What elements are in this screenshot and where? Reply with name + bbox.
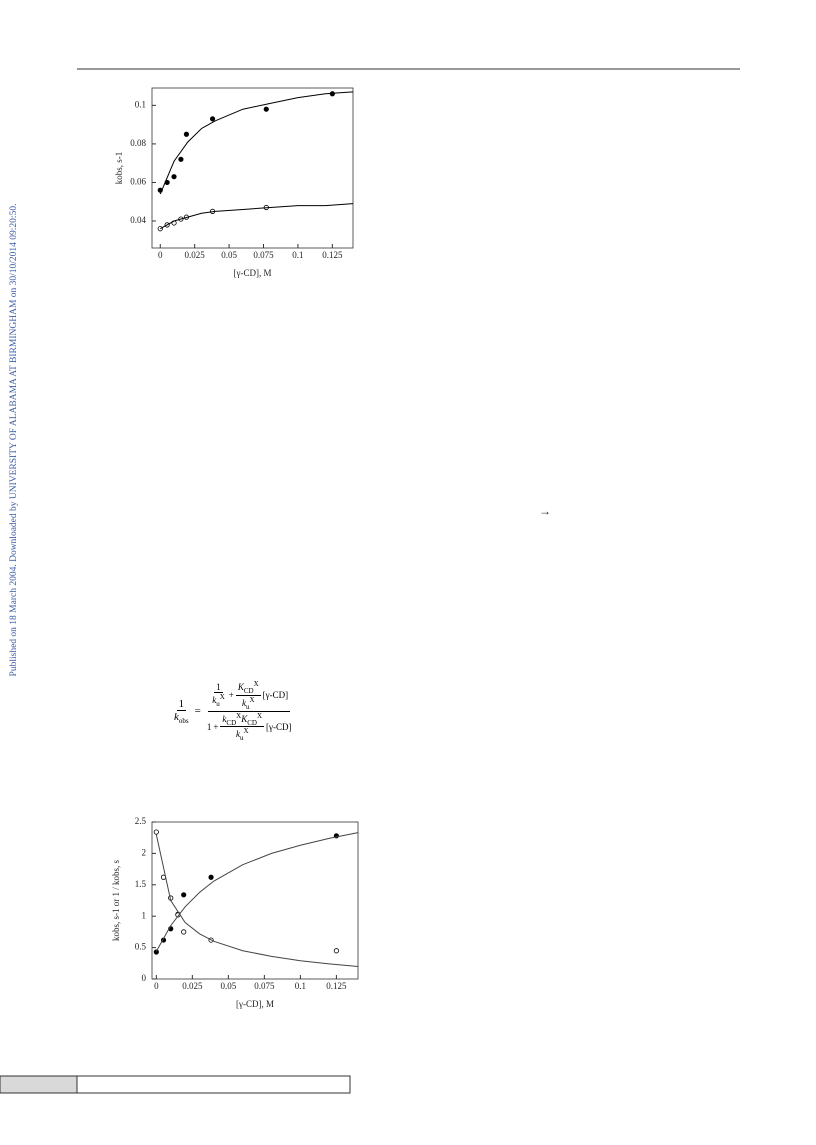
y-tick-label: 0.5 <box>135 942 147 952</box>
data-point <box>181 892 187 898</box>
rhs-num: 1 kuX + KCDX kuX [γ-CD] <box>208 680 291 712</box>
fit-curve <box>155 834 359 967</box>
data-point <box>171 174 177 180</box>
x-tick-label: 0.125 <box>322 250 343 260</box>
y-tick-label: 2 <box>142 847 147 857</box>
data-point <box>208 874 214 880</box>
y-tick-label: 0 <box>142 973 147 983</box>
sym: K <box>241 713 248 724</box>
table-cell <box>76 1075 351 1094</box>
x-tick-label: 0.025 <box>185 250 206 260</box>
x-tick-label: 0.05 <box>221 250 237 260</box>
y-tick-label: 0.1 <box>135 99 146 109</box>
lhs-den: kobs <box>172 711 191 725</box>
y-axis-title: kobs, s-1 <box>114 152 124 185</box>
sidebar-note: Published on 18 March 2004. Downloaded b… <box>9 204 19 677</box>
data-point <box>263 106 269 112</box>
y-axis-title: kobs, s-1 or 1 / kobs, s <box>111 860 121 942</box>
ku: kuX <box>240 696 257 711</box>
x-tick-label: 0.075 <box>254 981 275 991</box>
y-tick-label: 0.06 <box>130 177 146 187</box>
kK: kCDXKCDX <box>220 711 265 728</box>
conc: [γ-CD] <box>262 690 289 701</box>
sym: k <box>174 710 179 723</box>
sup: X <box>253 680 259 688</box>
sup: X <box>219 693 225 702</box>
sub: CD <box>243 686 254 695</box>
sym: k <box>222 713 227 724</box>
fit-curve <box>160 203 354 230</box>
lhs-num: 1 <box>176 697 187 711</box>
x-tick-label: 0 <box>154 981 159 991</box>
x-tick-label: 0.1 <box>292 250 303 260</box>
one: 1 <box>214 682 223 694</box>
table-cell <box>0 1075 78 1094</box>
data-point <box>333 948 339 954</box>
x-tick-label: 0.1 <box>295 981 306 991</box>
sym: K <box>237 682 244 692</box>
fit-curve <box>155 832 359 952</box>
x-tick-label: 0.125 <box>326 981 347 991</box>
sub: CD <box>226 718 237 727</box>
y-tick-label: 0.04 <box>130 215 146 225</box>
equation: 1 kobs = 1 kuX + KCDX kuX [γ-CD] 1 + kCDXK… <box>172 680 294 742</box>
sym: k <box>235 729 240 740</box>
sub: u <box>245 702 250 711</box>
data-point <box>181 929 187 935</box>
data-point <box>183 131 190 137</box>
conc: [γ-CD] <box>266 721 292 732</box>
ku: kuX <box>234 727 251 742</box>
data-point <box>178 156 184 162</box>
y-tick-label: 0.08 <box>130 138 146 148</box>
one: 1 <box>206 721 212 732</box>
rhs-den: 1 + kCDXKCDX kuX [γ-CD] <box>205 712 294 743</box>
plot-frame <box>151 821 359 980</box>
f: KCDX kuX <box>235 680 261 711</box>
data-point <box>209 116 216 122</box>
data-point <box>153 949 159 955</box>
x-tick-label: 0.05 <box>220 981 236 991</box>
fit-curve <box>159 91 354 195</box>
sup: X <box>243 727 249 736</box>
sub: u <box>239 734 244 743</box>
lhs: 1 kobs <box>172 698 191 725</box>
sub: obs <box>178 716 189 725</box>
plot-frame <box>151 87 354 249</box>
f: 1 kuX <box>210 682 227 708</box>
f: kCDXKCDX kuX <box>220 711 265 742</box>
arrow: → <box>539 504 551 518</box>
x-tick-label: 0.075 <box>253 250 274 260</box>
sym: k <box>241 697 246 708</box>
y-tick-label: 1 <box>142 910 147 920</box>
sup: X <box>236 711 242 720</box>
ku: kuX <box>210 693 227 708</box>
K: KCDX <box>235 680 261 696</box>
data-point <box>153 829 159 835</box>
sym: k <box>212 695 217 706</box>
sup: X <box>256 711 263 720</box>
y-tick-label: 1.5 <box>135 879 147 889</box>
x-tick-label: 0 <box>158 250 163 260</box>
plus: + <box>228 690 234 701</box>
sub: u <box>216 700 220 709</box>
sub: CD <box>247 718 257 727</box>
plus: + <box>213 721 219 732</box>
equals: = <box>194 705 201 718</box>
y-tick-label: 2.5 <box>135 816 147 826</box>
x-tick-label: 0.025 <box>182 981 203 991</box>
x-axis-title: [γ-CD], M <box>234 268 272 278</box>
x-axis-title: [γ-CD], M <box>236 999 274 1009</box>
sup: X <box>249 695 255 704</box>
rhs: 1 kuX + KCDX kuX [γ-CD] 1 + kCDXKCDX kuX [γ… <box>205 680 294 742</box>
